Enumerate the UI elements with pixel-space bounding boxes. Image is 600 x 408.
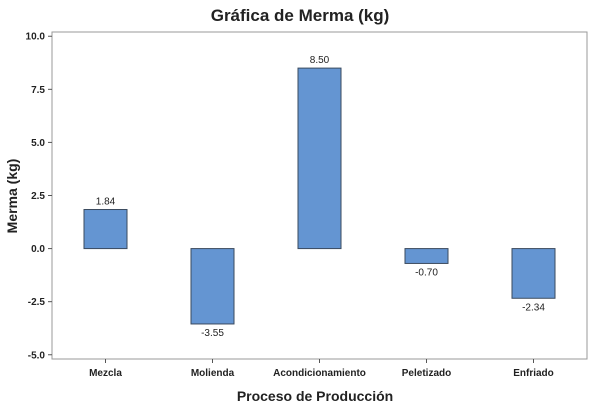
data-label: 1.84 — [96, 197, 116, 208]
chart-title: Gráfica de Merma (kg) — [211, 6, 390, 25]
x-tick-label: Acondicionamiento — [273, 368, 366, 379]
x-tick-label: Mezcla — [89, 368, 122, 379]
data-label: 8.50 — [310, 55, 330, 66]
data-label: -2.34 — [522, 302, 545, 313]
y-tick-label: 2.5 — [31, 191, 45, 202]
x-tick-label: Molienda — [191, 368, 235, 379]
x-axis: Mezcla Molienda Acondicionamiento Peletizad… — [89, 359, 554, 379]
bar — [297, 67, 342, 250]
y-tick-label: -2.5 — [28, 297, 46, 308]
y-tick-label: -5.0 — [28, 350, 46, 361]
y-tick-label: 7.5 — [31, 85, 45, 96]
y-tick-label: 0.0 — [31, 244, 45, 255]
bar — [190, 248, 235, 325]
x-tick-label: Peletizado — [402, 368, 451, 379]
bar — [404, 248, 449, 264]
x-axis-label: Proceso de Producción — [237, 388, 393, 404]
bars — [83, 67, 556, 325]
y-axis-label: Merma (kg) — [4, 159, 20, 234]
y-tick-label: 5.0 — [31, 138, 45, 149]
bar — [511, 248, 556, 299]
y-axis: -5.0 -2.5 0.0 2.5 5.0 7.5 10.0 — [26, 32, 52, 361]
data-label: -3.55 — [201, 328, 224, 339]
bar — [83, 209, 128, 250]
data-labels: 1.84 -3.55 8.50 -0.70 -2.34 — [96, 55, 546, 339]
y-tick-label: 10.0 — [26, 32, 46, 43]
x-tick-label: Enfriado — [513, 368, 554, 379]
data-label: -0.70 — [415, 267, 438, 278]
